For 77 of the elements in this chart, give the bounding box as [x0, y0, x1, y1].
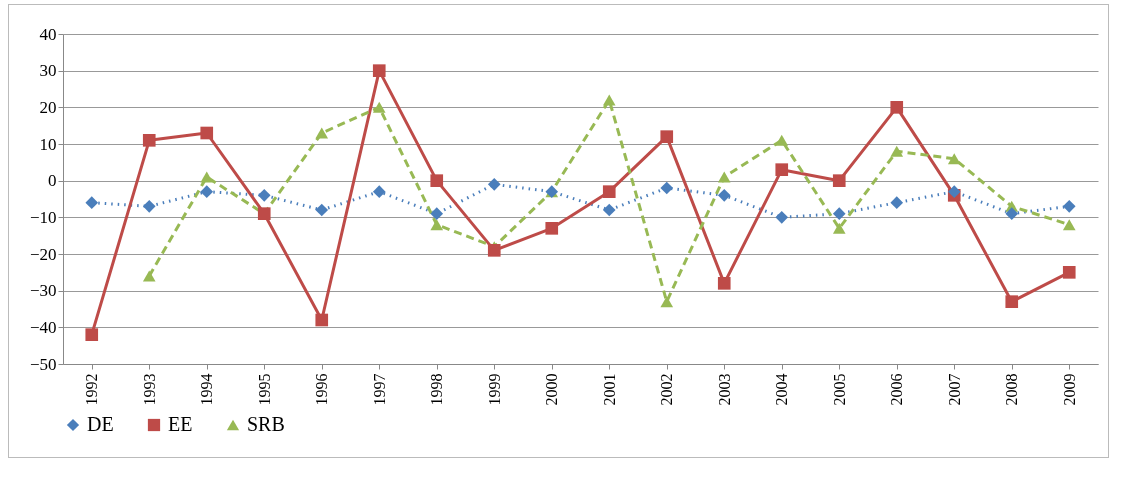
y-tick-label: 20: [39, 97, 57, 117]
point: [832, 222, 846, 234]
x-tick-label: 1996: [313, 373, 331, 406]
x-tick-label: 2003: [715, 373, 733, 406]
point: [947, 153, 961, 165]
point: [602, 203, 616, 217]
point: [372, 101, 386, 113]
point: [1005, 207, 1019, 220]
point: [430, 219, 444, 231]
point: [487, 178, 501, 191]
point: [890, 145, 904, 157]
y-tick-label: −30: [29, 281, 57, 301]
legend-label: EE: [168, 413, 193, 435]
point: [832, 174, 846, 187]
x-tick-label: 2008: [1003, 373, 1021, 406]
point: [832, 207, 846, 220]
legend-label: DE: [87, 413, 114, 435]
y-tick-label: 10: [39, 134, 57, 154]
point: [142, 200, 156, 213]
x-tick-label: 1993: [140, 373, 158, 406]
point: [890, 101, 904, 114]
point: [372, 185, 386, 198]
point: [315, 203, 329, 217]
y-tick-label: 30: [39, 61, 57, 81]
x-tick-label: 2009: [1060, 373, 1078, 406]
x-tick-label: 1995: [255, 373, 273, 406]
x-tick-label: 2006: [888, 373, 906, 406]
point: [1062, 266, 1076, 279]
point: [660, 181, 674, 195]
point: [257, 189, 271, 202]
point: [545, 222, 559, 235]
point: [717, 189, 731, 202]
point: [315, 127, 329, 139]
point: [372, 64, 386, 77]
y-tick-label: 0: [48, 171, 57, 191]
point: [85, 328, 99, 341]
x-tick-label: 2002: [658, 373, 676, 406]
x-tick-label: 1994: [198, 373, 216, 406]
x-tick-label: 1999: [485, 373, 503, 406]
point: [315, 313, 329, 327]
x-tick-label: 2005: [830, 373, 848, 406]
point: [85, 196, 99, 209]
y-tick-label: −40: [29, 317, 57, 337]
y-tick-label: −20: [29, 244, 57, 264]
point: [602, 185, 616, 198]
point: [775, 211, 789, 224]
x-tick-label: 1997: [370, 373, 388, 406]
point: [775, 134, 789, 146]
y-tick-label: −10: [29, 207, 57, 227]
y-tick-label: −50: [29, 354, 57, 374]
point: [487, 244, 501, 257]
x-tick-label: 1992: [83, 373, 101, 406]
point: [430, 174, 444, 187]
point: [1005, 295, 1019, 308]
y-tick-label: 40: [39, 24, 57, 44]
point: [1062, 219, 1076, 231]
point: [660, 296, 674, 308]
point: [430, 207, 444, 220]
point: [890, 196, 904, 209]
point: [142, 270, 156, 282]
x-tick-label: 2004: [773, 373, 791, 406]
x-tick-label: 2001: [600, 373, 618, 406]
point: [200, 171, 214, 183]
point: [142, 134, 156, 147]
point: [200, 185, 214, 198]
point: [947, 185, 961, 198]
x-tick-label: 2000: [543, 373, 561, 406]
legend-label: SRB: [247, 413, 285, 435]
x-tick-label: 2007: [945, 373, 963, 406]
point: [602, 94, 616, 106]
x-tick-label: 1998: [428, 373, 446, 406]
point: [1062, 200, 1076, 213]
point: [200, 126, 214, 140]
point: [717, 171, 731, 183]
point: [775, 163, 789, 176]
point: [717, 277, 731, 290]
point: [660, 130, 674, 143]
